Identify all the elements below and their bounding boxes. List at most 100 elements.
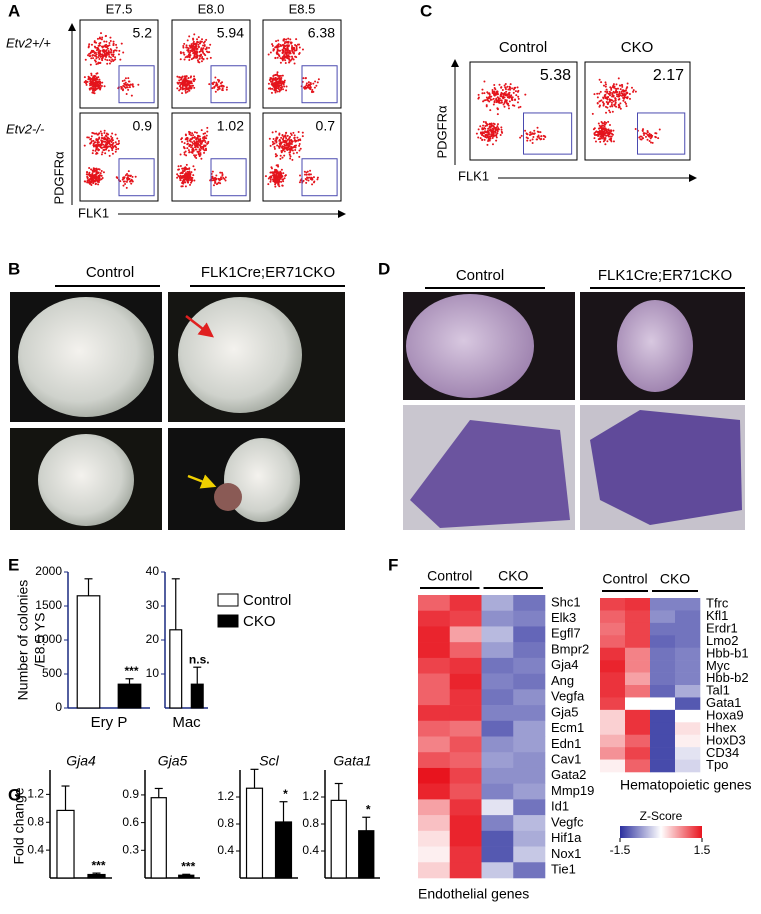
heatmap-cell — [513, 595, 545, 611]
flow-dot — [109, 140, 111, 142]
flow-dot — [280, 84, 282, 86]
flow-dot — [493, 94, 495, 96]
flow-dot — [599, 79, 601, 81]
row-label: Edn1 — [551, 736, 581, 751]
flow-dot — [647, 130, 649, 132]
flow-dot — [501, 129, 503, 131]
flow-dot — [614, 97, 616, 99]
heatmap-cell — [418, 752, 450, 768]
flow-dot — [284, 42, 286, 44]
panel-label: F — [388, 555, 398, 574]
flow-dot — [101, 147, 103, 149]
flow-dot — [282, 59, 284, 61]
flow-dot — [272, 45, 274, 47]
heatmap-cell — [418, 642, 450, 658]
flow-dot — [186, 168, 188, 170]
gate-value: 5.2 — [133, 25, 153, 41]
flow-dot — [515, 90, 517, 92]
flow-dot — [197, 44, 199, 46]
flow-dot — [305, 87, 307, 89]
flow-dot — [289, 38, 291, 40]
flow-dot — [477, 98, 479, 100]
y-tick-label: 0.3 — [122, 842, 139, 856]
flow-dot — [288, 138, 290, 140]
flow-dot — [487, 136, 489, 138]
heatmap-cell — [650, 660, 675, 673]
flow-dot — [497, 96, 499, 98]
flow-dot — [490, 126, 492, 128]
flow-dot — [272, 131, 274, 133]
flow-dot — [137, 84, 139, 86]
flow-dot — [303, 87, 305, 89]
heatmap-cell — [418, 705, 450, 721]
flow-dot — [614, 105, 616, 107]
flow-dot — [187, 91, 189, 93]
flow-dot — [219, 172, 221, 174]
panel-label: A — [8, 1, 20, 20]
flow-dot — [621, 84, 623, 86]
flow-dot — [91, 132, 93, 134]
flow-dot — [292, 57, 294, 59]
heatmap-cell — [418, 784, 450, 800]
flow-dot — [97, 181, 99, 183]
flow-dot — [186, 44, 188, 46]
flow-dot — [100, 139, 102, 141]
row-label: Id1 — [551, 799, 569, 814]
flow-dot — [103, 149, 105, 151]
flow-dot — [225, 176, 227, 178]
flow-dot — [314, 81, 316, 83]
heatmap-cell — [513, 626, 545, 642]
flow-dot — [275, 140, 277, 142]
flow-dot — [216, 183, 218, 185]
flow-dot — [629, 98, 631, 100]
flow-dot — [93, 84, 95, 86]
flow-dot — [284, 147, 286, 149]
flow-dot — [181, 77, 183, 79]
flow-dot — [282, 137, 284, 139]
flow-dot — [195, 46, 197, 48]
flow-dot — [184, 84, 186, 86]
legend-swatch — [218, 615, 238, 627]
flow-dot — [176, 177, 178, 179]
flow-dot — [283, 144, 285, 146]
flow-dot — [100, 131, 102, 133]
flow-dot — [223, 178, 225, 180]
flow-dot — [620, 108, 622, 110]
flow-dot — [132, 176, 134, 178]
flow-dot — [105, 134, 107, 136]
flow-dot — [287, 147, 289, 149]
flow-dot — [487, 98, 489, 100]
flow-dot — [278, 43, 280, 45]
flow-dot — [127, 175, 129, 177]
flow-dot — [317, 81, 319, 83]
flow-dot — [493, 103, 495, 105]
flow-dot — [186, 80, 188, 82]
heatmap-cell — [650, 710, 675, 723]
flow-dot — [299, 138, 301, 140]
flow-dot — [196, 38, 198, 40]
flow-dot — [500, 126, 502, 128]
flow-dot — [295, 49, 297, 51]
embryo — [38, 434, 134, 526]
flow-dot — [216, 84, 218, 86]
flow-dot — [93, 170, 95, 172]
flow-dot — [310, 87, 312, 89]
flow-dot — [194, 79, 196, 81]
flow-dot — [286, 149, 288, 151]
flow-dot — [282, 149, 284, 151]
flow-dot — [608, 110, 610, 112]
flow-dot — [603, 140, 605, 142]
flow-dot — [107, 146, 109, 148]
flow-dot — [189, 173, 191, 175]
flow-dot — [597, 102, 599, 104]
flow-dot — [192, 165, 194, 167]
flow-dot — [94, 174, 96, 176]
row-label: Nox1 — [551, 846, 581, 861]
flow-dot — [222, 89, 224, 91]
flow-dot — [294, 149, 296, 151]
flow-dot — [601, 121, 603, 123]
flow-dot — [111, 133, 113, 135]
flow-dot — [190, 50, 192, 52]
flow-dot — [304, 171, 306, 173]
heatmap-cell — [418, 595, 450, 611]
